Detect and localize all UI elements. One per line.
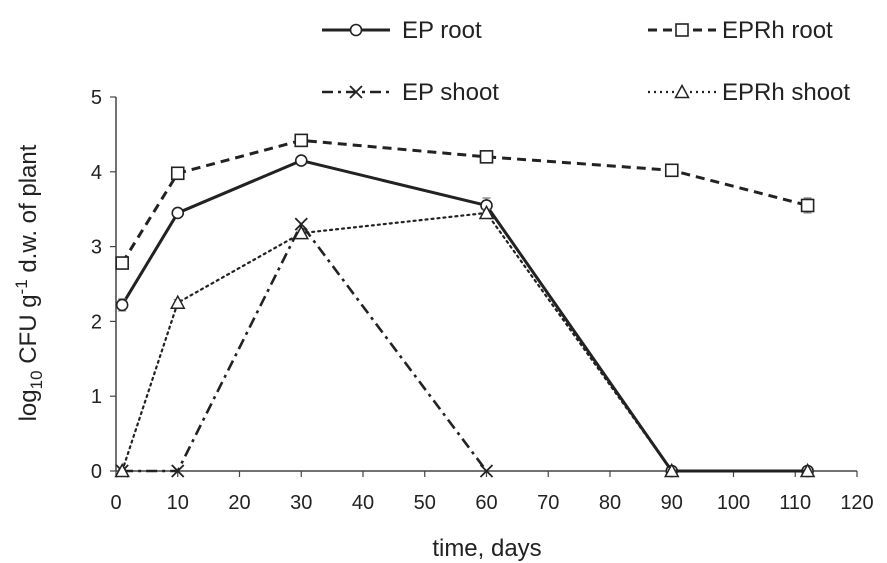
y-axis-label: log10 CFU g-1 d.w. of plant [12,144,46,421]
y-axis-label-cfu: CFU g [15,294,42,370]
data-point [115,298,129,312]
y-tick-label: 4 [91,162,102,184]
legend-entry: EP shoot [322,79,499,106]
data-point [171,464,185,478]
series-ep-shoot [115,217,494,478]
y-axis-label-sup: -1 [12,279,31,294]
series-line [120,159,808,473]
x-tick-label: 40 [352,492,374,514]
x-tick-label: 90 [661,492,683,514]
series-line [121,211,809,473]
data-point [115,256,129,270]
x-tick-label: 120 [840,492,873,514]
axes: 0 10 20 30 40 50 60 70 80 90 100 110 120 0 1 2 3 4 5 [91,87,874,514]
y-tick-label: 2 [91,311,102,333]
data-point [478,204,495,220]
legend-entry: EPRh root [648,17,833,44]
series-line [122,222,488,473]
data-point [293,225,310,240]
legend-marker [674,83,690,99]
x-tick-label: 0 [110,492,121,514]
data-point [171,206,185,220]
data-point [294,133,309,148]
legend-marker [349,23,363,37]
x-tick-label: 30 [290,492,312,514]
series-eprh-root [115,133,815,270]
x-tick-label: 50 [414,492,436,514]
legend-label: EPRh shoot [722,79,850,106]
legend-label: EP shoot [402,79,499,106]
y-axis-label-rest: d.w. of plant [15,144,42,279]
data-point [169,294,186,309]
data-point [294,217,308,231]
data-point [800,198,815,213]
legend-label: EP root [402,17,482,44]
legend-marker [675,23,689,37]
data-point [170,166,185,181]
series-layer [114,133,816,478]
x-tick-label: 110 [779,492,811,514]
legend-entry: EPRh shoot [648,79,850,106]
series-ep-root [115,154,814,478]
x-tick-label: 10 [167,492,189,514]
y-tick-label: 5 [91,87,102,109]
y-axis-label-log: log [15,389,42,421]
y-tick-label: 1 [91,386,102,408]
data-point [479,464,494,478]
legend-label: EPRh root [722,17,833,44]
data-point [799,462,816,478]
y-axis-label-sub: 10 [27,370,46,389]
data-point [664,163,679,178]
x-tick-label: 20 [228,492,250,514]
data-point [114,462,130,478]
x-tick-label: 70 [537,492,559,514]
legend: EP root EPRh root EP shoot EPRh shoot [322,17,850,106]
x-tick-label: 60 [475,492,497,514]
data-point [663,462,680,478]
x-tick-label: 80 [599,492,621,514]
y-tick-label: 3 [91,237,102,259]
y-tick-label: 0 [91,461,102,483]
data-point [479,150,494,164]
x-tick-label: 100 [717,492,750,514]
legend-entry: EP root [322,17,482,44]
series-eprh-shoot [114,204,816,478]
data-point [294,154,308,167]
legend-marker [349,85,363,99]
x-axis-label: time, days [432,535,541,562]
